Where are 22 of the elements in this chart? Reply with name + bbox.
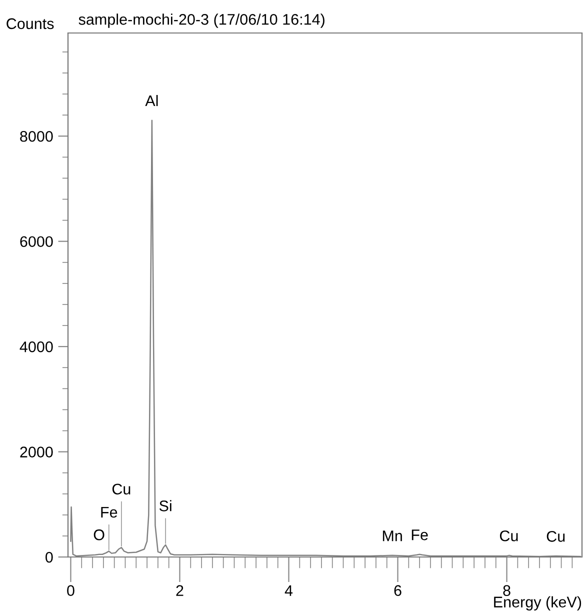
annotation: Fe	[412, 530, 428, 540]
x-tick-label: 2	[176, 585, 184, 596]
y-tick-label: 0	[46, 552, 53, 563]
x-tick-label: 8	[503, 585, 510, 596]
y-tick-label: 4000	[20, 341, 53, 352]
annotation: Cu	[500, 530, 518, 542]
x-tick-label: 6	[394, 585, 402, 596]
x-tick-label: 4	[284, 585, 293, 596]
x-tick-label: 0	[67, 585, 74, 596]
y-tick-label: 6000	[20, 236, 53, 248]
chart-title: sample-mochi-20-3 (17/06/10 16:14)	[78, 14, 324, 28]
annotation: Si	[159, 500, 172, 512]
annotation: Fe	[101, 506, 118, 518]
annotation: Cu	[546, 531, 565, 542]
annotation: O	[94, 529, 104, 540]
annotation: Cu	[112, 484, 130, 495]
y-tick-label: 8000	[20, 130, 53, 142]
y-axis-title: Counts	[6, 18, 54, 30]
annotation: Mn	[382, 530, 402, 542]
x-axis-title: Energy (keV)	[494, 596, 582, 610]
annotation: Al	[145, 94, 158, 106]
y-tick-label: 2000	[20, 446, 53, 458]
